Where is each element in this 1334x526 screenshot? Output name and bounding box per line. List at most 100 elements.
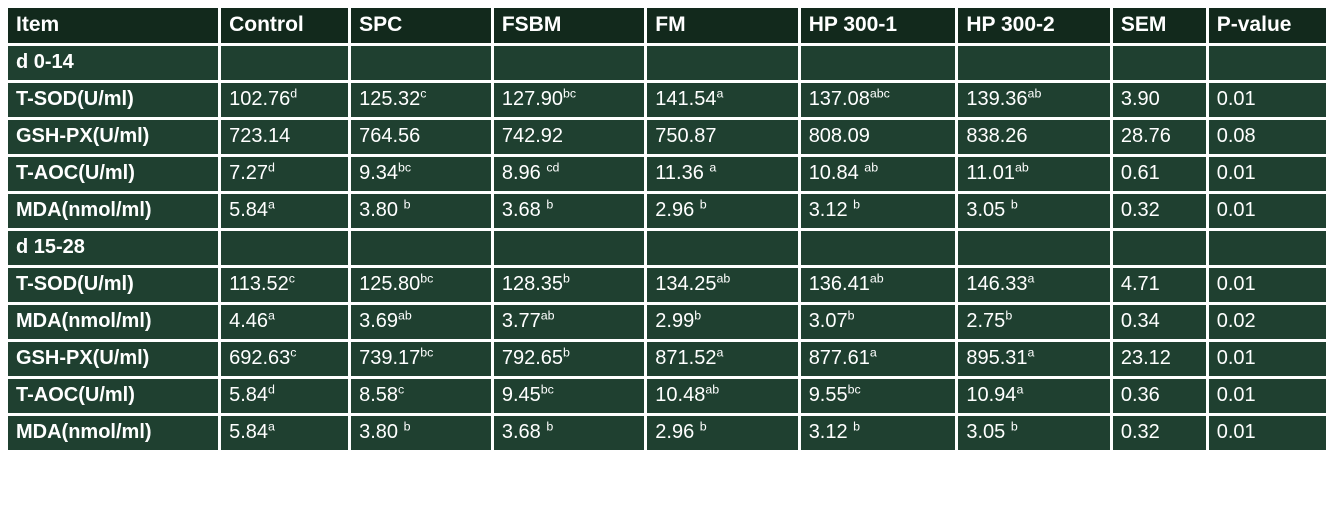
cell-value: 5.84 xyxy=(229,421,268,443)
data-cell: 0.01 xyxy=(1209,342,1326,379)
data-cell: 127.90bc xyxy=(494,83,647,120)
cell-value: 2.96 xyxy=(655,421,699,443)
cell-value: 9.55 xyxy=(809,384,848,406)
empty-cell xyxy=(351,46,494,83)
data-cell: 139.36ab xyxy=(958,83,1112,120)
cell-value: 3.68 xyxy=(502,199,546,221)
data-cell: 3.68 b xyxy=(494,416,647,453)
data-cell: 750.87 xyxy=(647,120,800,157)
cell-superscript: b xyxy=(700,198,707,212)
data-cell: 3.07b xyxy=(801,305,959,342)
cell-superscript: a xyxy=(716,346,723,360)
empty-cell xyxy=(221,46,351,83)
data-cell: 838.26 xyxy=(958,120,1112,157)
cell-value: 10.84 xyxy=(809,162,865,184)
cell-value: 8.58 xyxy=(359,384,398,406)
empty-cell xyxy=(494,231,647,268)
data-cell: 5.84a xyxy=(221,194,351,231)
cell-value: 4.46 xyxy=(229,310,268,332)
table-row: d 0-14 xyxy=(8,46,1326,83)
cell-value: 9.34 xyxy=(359,162,398,184)
cell-superscript: abc xyxy=(870,87,890,101)
cell-superscript: bc xyxy=(398,161,411,175)
data-cell: 3.12 b xyxy=(801,416,959,453)
empty-cell xyxy=(1113,46,1209,83)
cell-superscript: b xyxy=(546,198,553,212)
data-cell: 4.46a xyxy=(221,305,351,342)
cell-value: 11.01 xyxy=(966,162,1015,184)
cell-value: 692.63 xyxy=(229,347,290,369)
data-cell: 808.09 xyxy=(801,120,959,157)
cell-superscript: a xyxy=(268,309,275,323)
data-cell: 877.61a xyxy=(801,342,959,379)
data-cell: 10.48ab xyxy=(647,379,800,416)
row-item: GSH-PX(U/ml) xyxy=(8,342,221,379)
data-cell: 3.80 b xyxy=(351,416,494,453)
table-row: GSH-PX(U/ml)692.63c739.17bc792.65b871.52… xyxy=(8,342,1326,379)
cell-value: 136.41 xyxy=(809,273,870,295)
empty-cell xyxy=(647,231,800,268)
data-cell: 0.01 xyxy=(1209,416,1326,453)
cell-value: 3.69 xyxy=(359,310,398,332)
data-cell: 0.08 xyxy=(1209,120,1326,157)
cell-value: 10.48 xyxy=(655,384,705,406)
data-cell: 141.54a xyxy=(647,83,800,120)
data-cell: 0.32 xyxy=(1113,194,1209,231)
data-cell: 136.41ab xyxy=(801,268,959,305)
row-item: MDA(nmol/ml) xyxy=(8,416,221,453)
col-header: HP 300-1 xyxy=(801,8,959,46)
empty-cell xyxy=(958,231,1112,268)
data-cell: 28.76 xyxy=(1113,120,1209,157)
cell-superscript: ab xyxy=(864,161,878,175)
cell-value: 11.36 xyxy=(655,162,709,184)
data-cell: 3.05 b xyxy=(958,416,1112,453)
data-cell: 146.33a xyxy=(958,268,1112,305)
data-cell: 8.96 cd xyxy=(494,157,647,194)
table-row: MDA(nmol/ml)5.84a3.80 b3.68 b2.96 b3.12 … xyxy=(8,416,1326,453)
empty-cell xyxy=(801,46,959,83)
cell-value: 2.75 xyxy=(966,310,1005,332)
cell-superscript: a xyxy=(268,198,275,212)
data-cell: 0.61 xyxy=(1113,157,1209,194)
table-row: T-SOD(U/ml)113.52c125.80bc128.35b134.25a… xyxy=(8,268,1326,305)
data-cell: 2.96 b xyxy=(647,416,800,453)
empty-cell xyxy=(647,46,800,83)
table-row: T-AOC(U/ml)7.27d9.34bc8.96 cd11.36 a10.8… xyxy=(8,157,1326,194)
col-header: HP 300-2 xyxy=(958,8,1112,46)
data-cell: 137.08abc xyxy=(801,83,959,120)
cell-value: 102.76 xyxy=(229,88,290,110)
cell-superscript: cd xyxy=(546,161,559,175)
cell-value: 3.12 xyxy=(809,199,853,221)
data-cell: 3.12 b xyxy=(801,194,959,231)
data-cell: 5.84d xyxy=(221,379,351,416)
data-cell: 5.84a xyxy=(221,416,351,453)
table-head: Item Control SPC FSBM FM HP 300-1 HP 300… xyxy=(8,8,1326,46)
cell-value: 113.52 xyxy=(229,273,289,295)
empty-cell xyxy=(801,231,959,268)
data-table: Item Control SPC FSBM FM HP 300-1 HP 300… xyxy=(8,8,1326,453)
empty-cell xyxy=(1209,46,1326,83)
data-cell: 4.71 xyxy=(1113,268,1209,305)
row-item: T-SOD(U/ml) xyxy=(8,268,221,305)
data-cell: 10.84 ab xyxy=(801,157,959,194)
data-cell: 134.25ab xyxy=(647,268,800,305)
cell-value: 2.96 xyxy=(655,199,699,221)
cell-value: 2.99 xyxy=(655,310,694,332)
cell-superscript: ab xyxy=(1015,161,1029,175)
cell-superscript: a xyxy=(1028,346,1035,360)
data-cell: 792.65b xyxy=(494,342,647,379)
cell-superscript: bc xyxy=(563,87,576,101)
data-cell: 0.34 xyxy=(1113,305,1209,342)
data-cell: 2.99b xyxy=(647,305,800,342)
cell-value: 5.84 xyxy=(229,384,268,406)
cell-superscript: c xyxy=(290,346,296,360)
header-row: Item Control SPC FSBM FM HP 300-1 HP 300… xyxy=(8,8,1326,46)
data-cell: 0.36 xyxy=(1113,379,1209,416)
cell-value: 125.32 xyxy=(359,88,420,110)
cell-superscript: ab xyxy=(870,272,884,286)
cell-superscript: ab xyxy=(716,272,730,286)
data-cell: 7.27d xyxy=(221,157,351,194)
cell-superscript: d xyxy=(268,161,275,175)
cell-value: 137.08 xyxy=(809,88,870,110)
cell-superscript: c xyxy=(289,272,295,286)
